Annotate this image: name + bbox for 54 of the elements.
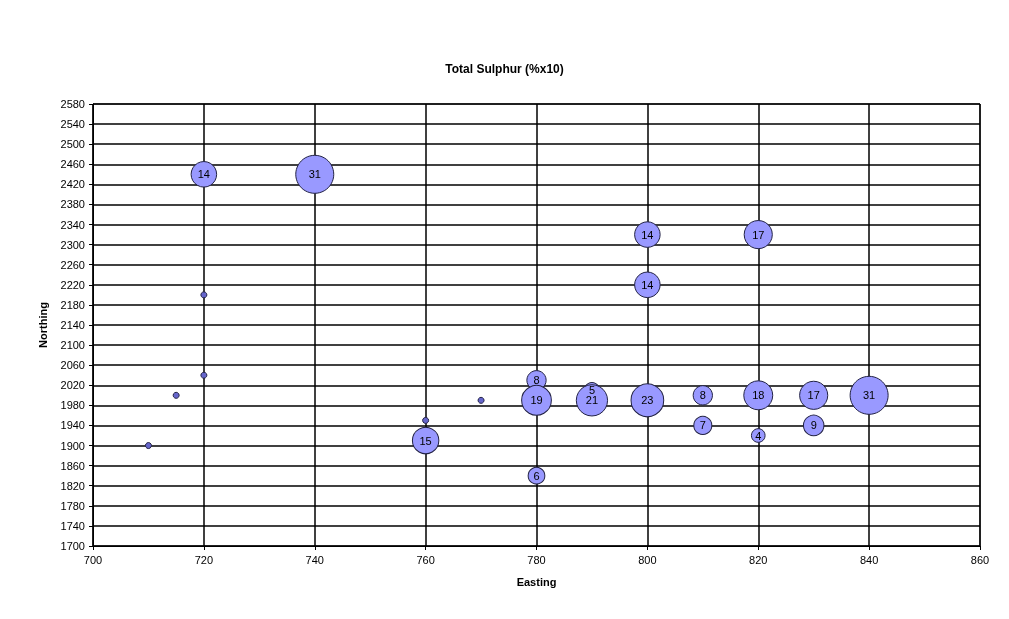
- data-label: 9: [810, 419, 817, 432]
- data-label: 5: [588, 384, 595, 397]
- y-tick-label: 2420: [60, 178, 85, 191]
- y-tick-label: 2380: [60, 198, 85, 211]
- y-tick-label: 2180: [60, 298, 85, 311]
- y-tick-label: 2260: [60, 258, 85, 271]
- y-tick-label: 2580: [60, 98, 85, 110]
- y-tick-label: 1940: [60, 419, 85, 432]
- data-label: 7: [699, 419, 706, 432]
- x-tick-label: 760: [416, 553, 435, 566]
- y-tick-label: 2220: [60, 278, 85, 291]
- x-tick-label: 840: [859, 553, 879, 566]
- data-label: 4: [755, 429, 762, 442]
- data-label: 31: [863, 389, 876, 402]
- y-tick-label: 1740: [60, 519, 85, 532]
- y-tick-label: 1820: [60, 479, 85, 492]
- y-tick-label: 2020: [60, 379, 85, 392]
- x-axis-title: Easting: [516, 575, 557, 588]
- data-label: 17: [752, 228, 765, 241]
- y-tick-label: 1900: [60, 439, 85, 452]
- data-label: 31: [308, 168, 321, 181]
- data-label: 14: [641, 278, 654, 291]
- data-label: 8: [699, 389, 706, 402]
- y-tick-label: 2100: [60, 339, 85, 352]
- data-label: 21: [585, 394, 599, 407]
- y-tick-label: 2540: [60, 118, 85, 131]
- y-tick-label: 1780: [60, 499, 85, 512]
- data-label: 6: [533, 469, 540, 482]
- x-tick-label: 700: [83, 553, 103, 566]
- chart-title: Total Sulphur (%x10): [445, 62, 564, 76]
- y-axis-title: Northing: [36, 302, 49, 348]
- x-tick-label: 720: [194, 553, 214, 566]
- y-tick-label: 1860: [60, 459, 85, 472]
- x-tick-label: 780: [527, 553, 546, 566]
- data-label: 15: [419, 434, 432, 447]
- data-label: 23: [641, 394, 654, 407]
- data-label: 14: [197, 168, 210, 181]
- x-tick-label: 860: [970, 553, 990, 566]
- y-tick-label: 1700: [60, 540, 85, 552]
- y-tick-label: 2140: [60, 319, 85, 331]
- y-tick-label: 2060: [60, 359, 85, 372]
- y-tick-label: 2500: [60, 138, 85, 151]
- y-tick-label: 2340: [60, 218, 85, 231]
- y-tick-label: 2460: [60, 158, 85, 171]
- x-tick-label: 820: [749, 553, 768, 566]
- x-tick-label: 800: [638, 553, 657, 566]
- data-label: 17: [807, 389, 820, 402]
- data-label: 8: [533, 374, 540, 387]
- data-label: 14: [641, 228, 654, 241]
- y-tick-label: 1980: [60, 399, 85, 412]
- data-label: 19: [530, 394, 543, 407]
- x-tick-label: 740: [305, 553, 324, 566]
- y-tick-label: 2300: [60, 238, 85, 251]
- data-label: 18: [752, 389, 765, 402]
